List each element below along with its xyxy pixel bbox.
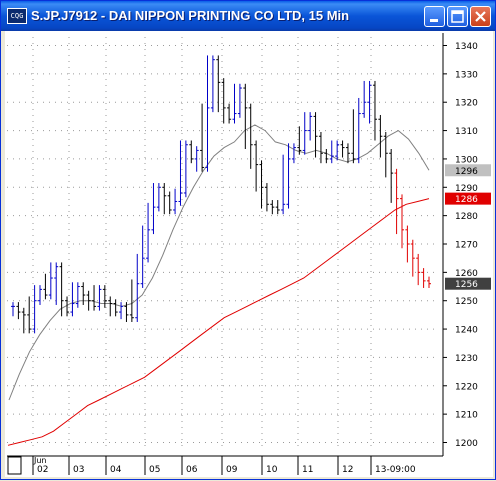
- close-button[interactable]: [470, 6, 491, 27]
- price-label-box: [445, 192, 491, 205]
- x-tick-label: 12: [342, 465, 353, 475]
- x-tick-label: 05: [149, 465, 160, 475]
- x-axis: 02 03 04 05 06 09 10 11 12 13-09:00 Jun: [32, 456, 416, 475]
- y-axis: 1200 1210 1220 1230 1240 1250 1260 1270 1280 1290…: [443, 42, 478, 449]
- price-labels: 1296 1286 1256: [445, 164, 491, 290]
- x-tick-label: 13-09:00: [375, 465, 416, 475]
- month-label: Jun: [33, 456, 47, 465]
- chart-background: [5, 31, 493, 477]
- y-tick-label: 1210: [455, 411, 478, 421]
- y-tick-label: 1330: [455, 70, 478, 80]
- y-tick-label: 1220: [455, 382, 478, 392]
- title-bar[interactable]: CQG S.JP.J7912 - DAI NIPPON PRINTING CO …: [1, 1, 495, 31]
- scroll-handle[interactable]: [7, 456, 22, 475]
- x-tick-label: 09: [226, 465, 238, 475]
- grid: [7, 37, 439, 451]
- price-label-box: [445, 277, 491, 290]
- y-tick-label: 1230: [455, 354, 478, 364]
- price-label-value: 1296: [455, 167, 478, 177]
- y-tick-label: 1340: [455, 42, 478, 52]
- maximize-button[interactable]: [447, 6, 468, 27]
- x-tick-label: 06: [186, 465, 198, 475]
- y-tick-label: 1250: [455, 297, 478, 307]
- x-tick-label: 02: [37, 465, 48, 475]
- red-moving-average-line: [7, 198, 430, 446]
- y-tick-label: 1300: [455, 155, 478, 165]
- close-icon: [475, 11, 486, 22]
- y-tick-label: 1200: [455, 439, 478, 449]
- chart-app-icon[interactable]: CQG: [7, 8, 27, 24]
- y-tick-label: 1240: [455, 326, 478, 336]
- price-label-value: 1286: [455, 195, 478, 205]
- x-tick-label: 04: [110, 465, 122, 475]
- y-tick-label: 1260: [455, 269, 478, 279]
- y-tick-label: 1280: [455, 212, 478, 222]
- maximize-icon: [451, 10, 464, 23]
- y-tick-label: 1290: [455, 184, 478, 194]
- price-label-value: 1256: [455, 280, 478, 290]
- minimize-icon: [430, 19, 438, 22]
- price-chart[interactable]: 1200121012201230124012501260127012801290…: [5, 31, 493, 477]
- x-tick-label: 03: [73, 465, 84, 475]
- x-tick-label: 11: [302, 465, 313, 475]
- y-tick-label: 1320: [455, 99, 478, 109]
- red-moving-average-layer: [7, 198, 430, 446]
- price-label-box: [445, 164, 491, 177]
- y-tick-label: 1270: [455, 241, 478, 251]
- y-tick-label: 1310: [455, 127, 478, 137]
- minimize-button[interactable]: [424, 6, 445, 27]
- price-bars-layer: [11, 55, 431, 334]
- x-tick-label: 10: [266, 465, 278, 475]
- chart-area[interactable]: 1200 1210 1220 1230 1240 1250 1260 1270 1280 1290…: [5, 31, 493, 477]
- window-title: S.JP.J7912 - DAI NIPPON PRINTING CO LTD,…: [31, 8, 350, 23]
